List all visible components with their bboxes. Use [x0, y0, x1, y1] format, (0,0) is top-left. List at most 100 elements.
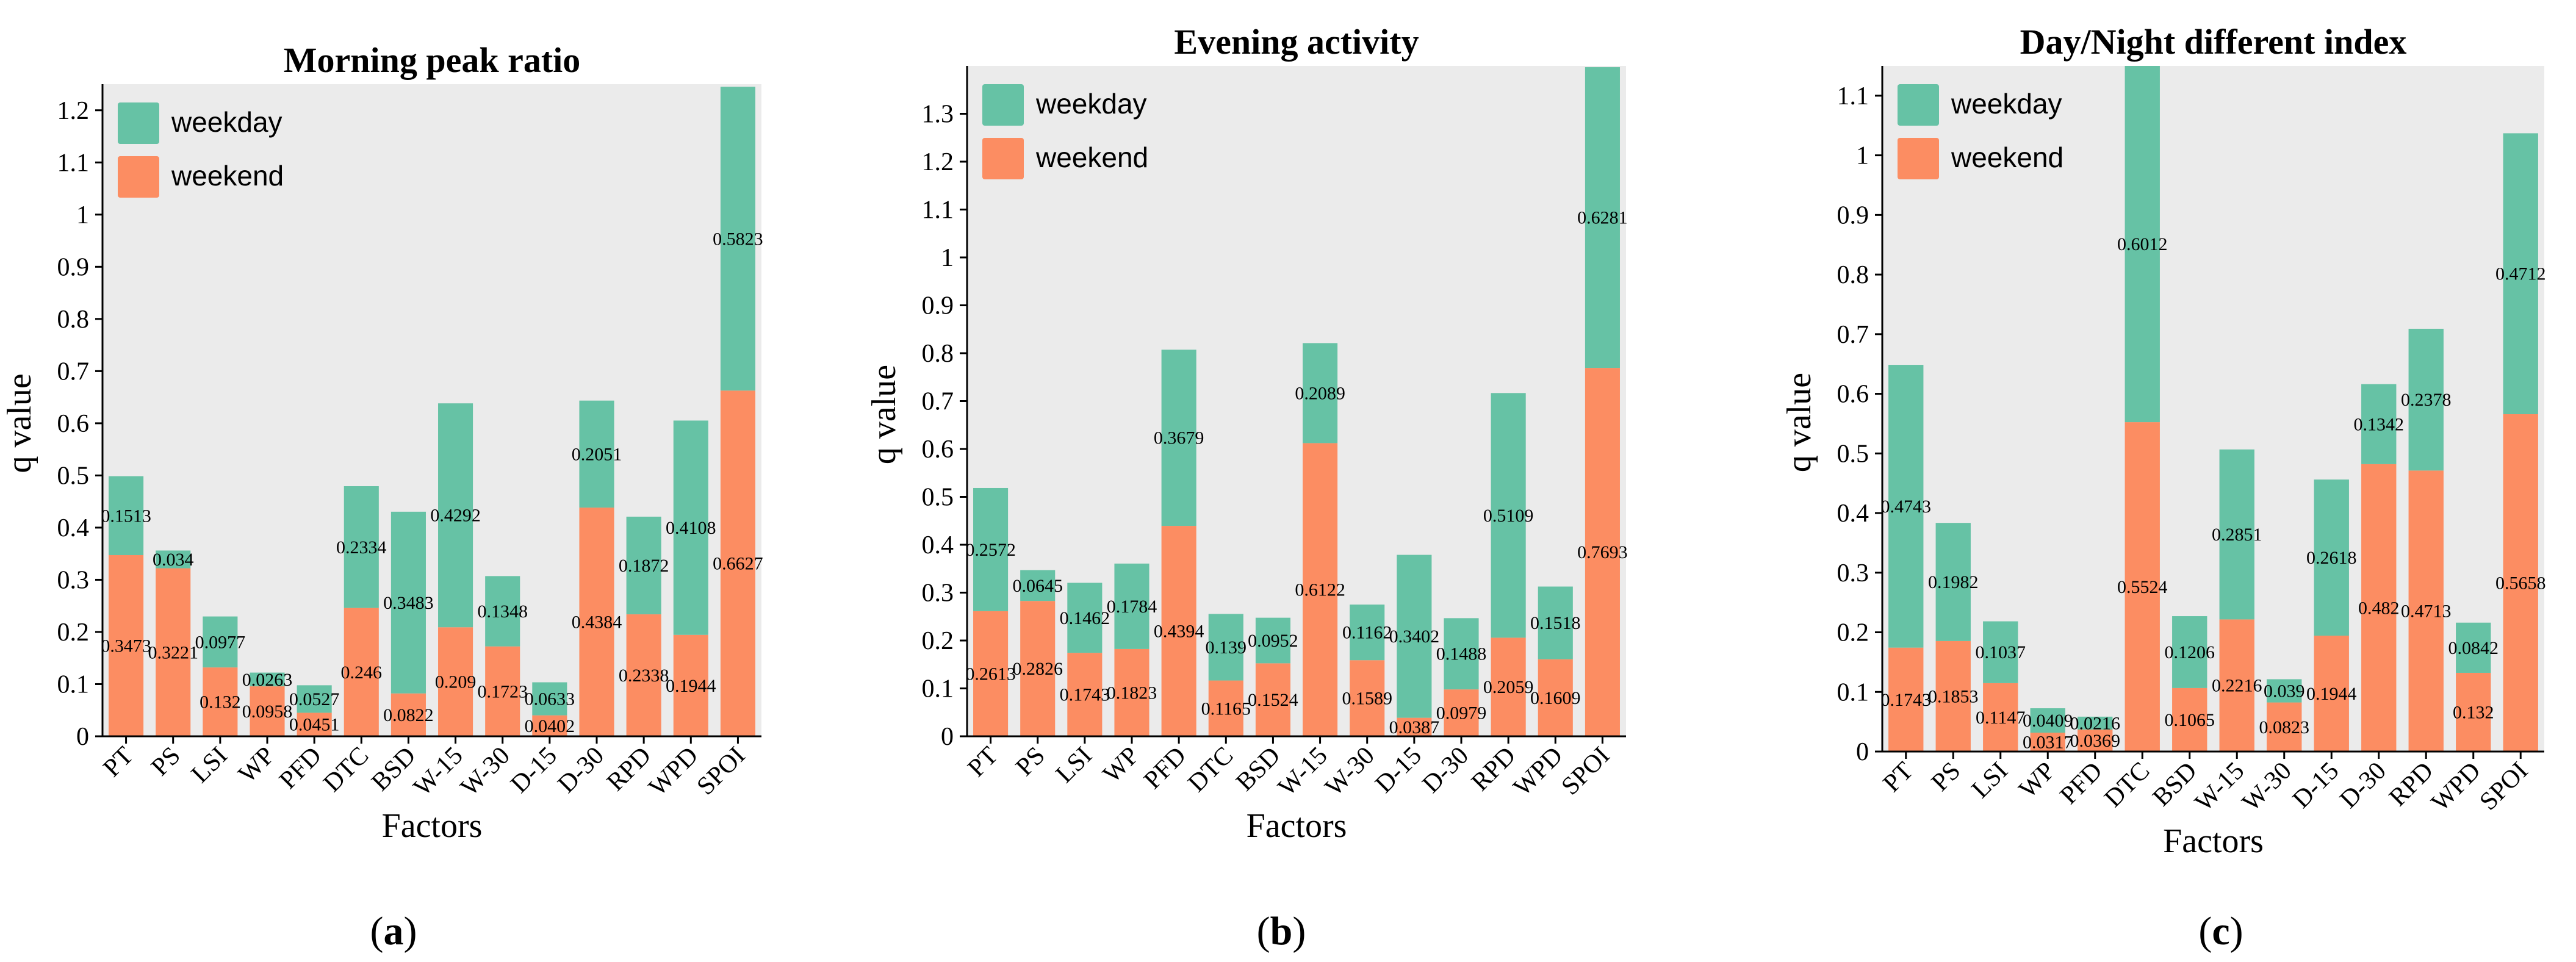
category-label: D-15	[1370, 742, 1427, 799]
panel-label-close: )	[1292, 909, 1306, 953]
legend-swatch-weekend	[1898, 138, 1939, 179]
legend-label-weekday: weekday	[1035, 88, 1147, 120]
data-label-weekend: 0.6122	[1295, 580, 1345, 600]
category-label: BSD	[366, 742, 421, 797]
panel-label: (a)	[370, 909, 417, 953]
data-label-weekday: 0.2051	[572, 444, 622, 464]
bar-weekday	[2124, 66, 2160, 423]
category-label: LSI	[1051, 742, 1098, 789]
y-tick-label: 0.3	[57, 566, 90, 594]
y-tick-label: 0.4	[57, 514, 90, 542]
y-tick-label: 0.6	[922, 436, 954, 464]
y-tick-label: 0.3	[1837, 559, 1869, 587]
legend-swatch-weekend	[982, 138, 1024, 179]
data-label-weekend: 0.1589	[1342, 689, 1392, 709]
bar-weekday	[1585, 67, 1620, 368]
y-tick-label: 0.7	[57, 357, 90, 386]
legend-label-weekend: weekend	[1951, 142, 2063, 173]
data-label-weekday: 0.1982	[1928, 572, 1979, 592]
data-label-weekday: 0.0633	[525, 689, 575, 709]
bar-weekday	[2456, 622, 2491, 673]
bar-weekend	[2124, 422, 2160, 752]
data-label-weekend: 0.2059	[1483, 677, 1534, 697]
legend-swatch-weekday	[982, 84, 1024, 126]
data-label-weekend: 0.209	[435, 672, 477, 692]
panel-label-close: )	[2230, 909, 2243, 953]
bar-weekend	[626, 614, 661, 736]
bar-weekend	[973, 611, 1009, 736]
bar-weekend	[1020, 601, 1056, 736]
category-label: DTC	[2099, 757, 2155, 813]
data-label-weekday: 0.0216	[2070, 713, 2121, 733]
bar-weekend	[1067, 653, 1103, 736]
data-label-weekday: 0.1037	[1976, 642, 2026, 662]
data-label-weekend: 0.0823	[2259, 717, 2310, 738]
bar-weekend	[1161, 526, 1196, 736]
bar-weekday	[1067, 583, 1103, 653]
bar-weekend	[1350, 660, 1385, 736]
legend-label-weekend: weekend	[171, 160, 284, 192]
y-tick-label: 0.8	[1837, 261, 1869, 289]
bar-weekend	[673, 634, 708, 736]
data-label-weekday: 0.2089	[1295, 383, 1345, 403]
legend-swatch-weekend	[118, 156, 159, 198]
bar-weekend	[2503, 414, 2538, 752]
legend-label-weekend: weekend	[1035, 142, 1148, 173]
category-label: W-30	[2237, 757, 2297, 817]
y-tick-label: 0.9	[57, 253, 90, 281]
y-tick-label: 0.2	[922, 627, 954, 655]
bar-weekend	[2408, 470, 2444, 752]
bar-weekday	[1350, 605, 1385, 661]
panel-label-open: (	[2198, 909, 2212, 953]
y-tick-label: 1	[1856, 142, 1869, 170]
y-tick-label: 0.9	[922, 292, 954, 320]
data-label-weekend: 0.1743	[1881, 690, 1932, 710]
data-label-weekday: 0.0263	[242, 670, 293, 690]
category-label: W-15	[1273, 742, 1333, 802]
data-label-weekday: 0.139	[1206, 637, 1247, 658]
panel-label-letter: c	[2212, 909, 2229, 953]
category-label: RPD	[2384, 757, 2439, 812]
data-label-weekend: 0.3473	[101, 636, 151, 656]
data-label-weekday: 0.6012	[2117, 234, 2168, 254]
y-tick-label: 1.1	[57, 149, 90, 177]
data-label-weekend: 0.1065	[2165, 710, 2215, 730]
data-label-weekend: 0.246	[341, 662, 383, 683]
category-label: D-30	[2334, 757, 2392, 814]
data-label-weekday: 0.1462	[1060, 608, 1110, 628]
bar-weekend	[720, 390, 755, 736]
y-tick-label: 0.7	[1837, 321, 1869, 349]
category-label: D-30	[553, 742, 610, 799]
category-label: PS	[1926, 757, 1966, 797]
bar-weekday	[156, 550, 191, 569]
bar-weekday	[973, 487, 1009, 611]
y-axis-label: q value	[865, 365, 903, 464]
y-tick-label: 0.3	[922, 580, 954, 608]
data-label-weekend: 0.6627	[713, 554, 763, 574]
bar-weekend	[250, 686, 285, 736]
data-label-weekday: 0.4743	[1881, 497, 1932, 517]
y-tick-label: 0.5	[922, 484, 954, 512]
bar-weekday	[2503, 133, 2538, 414]
bar-weekday	[1255, 617, 1290, 664]
bar-weekday	[438, 403, 473, 628]
data-label-weekend: 0.2613	[965, 664, 1016, 684]
legend-swatch-weekday	[118, 102, 159, 144]
data-label-weekday: 0.5823	[713, 229, 763, 249]
bar-weekend	[156, 568, 191, 736]
data-label-weekday: 0.3679	[1154, 428, 1204, 448]
y-tick-label: 0.6	[1837, 381, 1869, 409]
panel-a: Morning peak ratio0.34730.1513PT0.32210.…	[1, 40, 763, 953]
y-tick-label: 1.1	[1837, 82, 1869, 110]
category-label: PFD	[1139, 742, 1192, 795]
bar-weekday	[1538, 586, 1573, 659]
data-label-weekday: 0.1342	[2354, 414, 2405, 434]
data-label-weekday: 0.4108	[666, 518, 716, 538]
bar-weekday	[485, 576, 520, 647]
y-tick-label: 0.4	[922, 531, 954, 559]
category-label: RPD	[1466, 742, 1521, 797]
panel-label-open: (	[1257, 909, 1270, 953]
category-label: BSD	[1231, 742, 1286, 797]
data-label-weekday: 0.3402	[1389, 626, 1440, 647]
